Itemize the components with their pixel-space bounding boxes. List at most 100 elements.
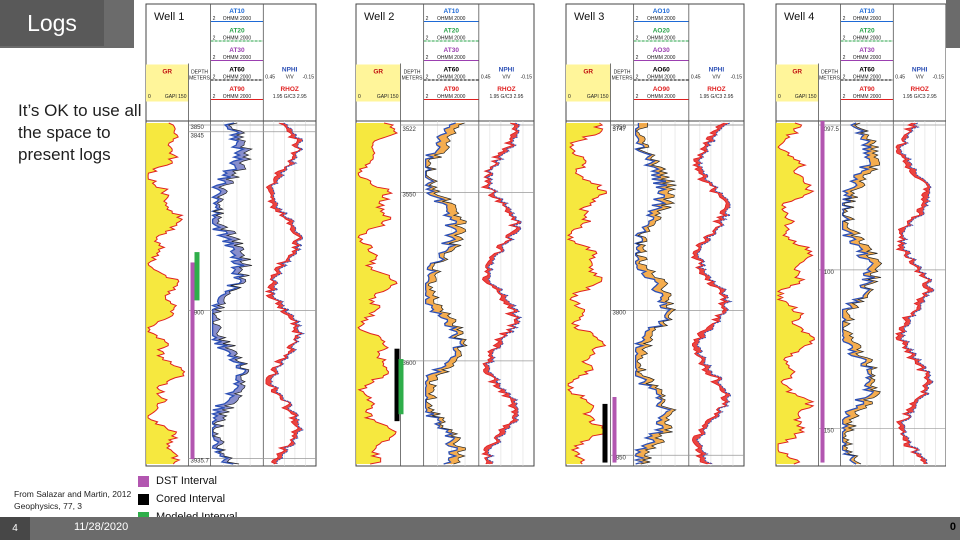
nphi-scale-right: -0.15 (521, 75, 533, 81)
well-name: Well 3 (574, 11, 604, 23)
gr-header-fill (146, 64, 189, 102)
gr-fill (146, 123, 185, 464)
resistivity-scale-unit: OHMM 2000 (647, 94, 676, 100)
resistivity-curve-label: AT30 (229, 47, 245, 54)
resistivity-curve-label: AT10 (859, 8, 875, 15)
resistivity-curve-label: AT90 (859, 86, 875, 93)
depth-label: 3600 (403, 361, 417, 367)
resistivity-separation-fill (425, 123, 467, 464)
gr-header-fill (356, 64, 401, 102)
resistivity-scale-min: 2 (843, 36, 846, 42)
resistivity-scale-min: 2 (426, 94, 429, 100)
resistivity-scale-unit: OHMM 2000 (853, 36, 882, 42)
nphi-scale-left: 0.45 (895, 75, 905, 81)
resistivity-scale-unit: OHMM 2000 (647, 36, 676, 42)
modeled-interval-marker (398, 359, 404, 415)
resistivity-scale-unit: OHMM 2000 (223, 75, 252, 81)
gr-scale: GAPI 150 (587, 94, 609, 100)
rhoz-label: RHOZ (707, 86, 725, 93)
resistivity-scale-min: 2 (213, 16, 216, 22)
depth-label: 3850 (613, 455, 627, 461)
nphi-unit: V/V (916, 75, 925, 81)
resistivity-scale-unit: OHMM 2000 (647, 55, 676, 61)
resistivity-scale-unit: OHMM 2000 (647, 16, 676, 22)
modeled-interval-marker (194, 252, 200, 301)
citation: From Salazar and Martin, 2012 Geophysics… (14, 488, 131, 512)
resistivity-curve-label: AT30 (444, 47, 460, 54)
rhoz-scale: 1.95 G/C3 2.95 (699, 94, 733, 100)
nphi-scale-right: -0.15 (731, 75, 743, 81)
resistivity-scale-unit: OHMM 2000 (853, 94, 882, 100)
well-name: Well 1 (154, 11, 184, 23)
nphi-label: NPHI (499, 67, 515, 74)
rhoz-label: RHOZ (280, 86, 298, 93)
nphi-unit: V/V (286, 75, 295, 81)
resistivity-curve-label: AT20 (444, 28, 460, 35)
gr-scale: GAPI 150 (795, 94, 817, 100)
resistivity-scale-min: 2 (843, 75, 846, 81)
slide-date: 11/28/2020 (74, 521, 129, 533)
nphi-label: NPHI (912, 67, 928, 74)
resistivity-scale-unit: OHMM 2000 (437, 36, 466, 42)
depth-unit: METERS (402, 76, 424, 82)
gr-label: GR (583, 69, 593, 76)
rhoz-label: RHOZ (497, 86, 515, 93)
cored-interval-marker (602, 403, 608, 463)
gr-header-fill (776, 64, 819, 102)
resistivity-curve-label: AO30 (653, 47, 670, 54)
depth-header: DEPTH (821, 70, 838, 76)
rhoz-scale: 1.95 G/C3 2.95 (903, 94, 937, 100)
gr-label: GR (162, 69, 172, 76)
nphi-scale-left: 0.45 (265, 75, 275, 81)
depth-label: 3522 (403, 127, 417, 133)
nphi-unit: V/V (712, 75, 721, 81)
depth-label: 3845 (191, 134, 205, 140)
resistivity-scale-min: 2 (636, 36, 639, 42)
slide-number: 4 (0, 517, 30, 540)
resistivity-scale-min: 2 (636, 55, 639, 61)
resistivity-curve-label: AT20 (859, 28, 875, 35)
legend-item-cored: Cored Interval (138, 490, 237, 508)
resistivity-curve-label: AO60 (653, 67, 670, 74)
resistivity-scale-min: 2 (636, 75, 639, 81)
nphi-scale-right: -0.15 (933, 75, 945, 81)
resistivity-curve-label: AO90 (653, 86, 670, 93)
gr-fill (776, 123, 815, 464)
resistivity-deep-curve (842, 122, 883, 465)
rhoz-curve (690, 122, 728, 465)
citation-line-2: Geophysics, 77, 3 (14, 501, 83, 511)
legend-swatch-cored (138, 493, 149, 505)
resistivity-scale-min: 2 (426, 16, 429, 22)
resistivity-scale-min: 2 (843, 55, 846, 61)
nphi-curve (695, 122, 733, 465)
slide-title: Logs (27, 9, 77, 36)
gr-curve (566, 122, 608, 465)
gr-scale-min: 0 (778, 94, 781, 100)
dst-interval-marker (612, 397, 617, 463)
cored-interval-marker (394, 348, 400, 422)
legend-label-cored: Cored Interval (156, 493, 226, 505)
gr-fill (356, 123, 397, 464)
gr-curve (147, 122, 186, 465)
gr-scale-min: 0 (148, 94, 151, 100)
depth-label: 3900 (191, 310, 205, 316)
resistivity-scale-min: 2 (213, 36, 216, 42)
resistivity-deep-curve (635, 122, 677, 465)
resistivity-curve-label: AT90 (229, 86, 245, 93)
resistivity-scale-unit: OHMM 2000 (853, 55, 882, 61)
well-log-figure: Well 1 AT10 2 OHMM 2000 AT20 2 OHMM 2000 AT30 2 O… (134, 0, 946, 536)
resistivity-scale-unit: OHMM 2000 (437, 94, 466, 100)
neutron-density-crossover-fill (691, 123, 732, 464)
nphi-scale-right: -0.15 (303, 75, 315, 81)
neutron-density-crossover-fill (265, 123, 304, 464)
gr-scale-min: 0 (358, 94, 361, 100)
resistivity-curve-label: AT20 (229, 28, 245, 35)
rhoz-label: RHOZ (910, 86, 928, 93)
resistivity-scale-min: 2 (636, 94, 639, 100)
depth-header: DEPTH (614, 70, 631, 76)
body-text: It’s OK to use all the space to present … (18, 101, 142, 164)
